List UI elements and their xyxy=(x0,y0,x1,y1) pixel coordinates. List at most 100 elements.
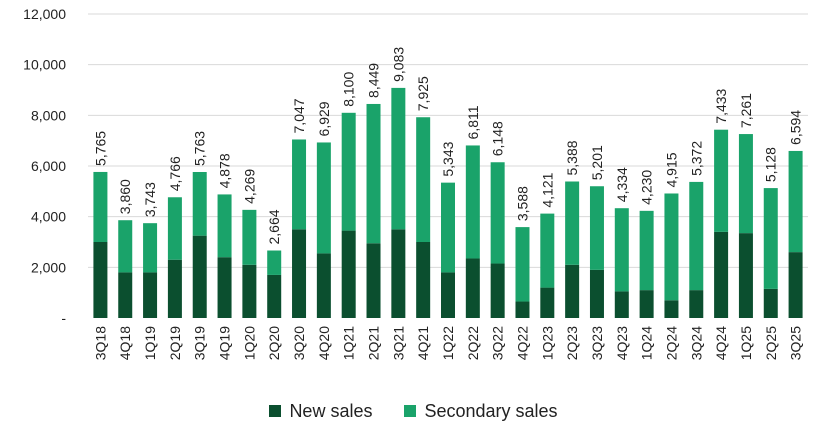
total-value-label: 3,860 xyxy=(117,179,133,214)
bar-secondary-sales xyxy=(93,171,108,242)
bar-secondary-sales xyxy=(589,186,604,270)
x-tick-label: 3Q25 xyxy=(788,326,804,360)
total-value-label: 7,047 xyxy=(291,98,307,133)
bar-new-sales xyxy=(465,258,480,318)
bar-secondary-sales xyxy=(441,182,455,273)
total-value-label: 5,765 xyxy=(92,131,108,166)
bar-secondary-sales xyxy=(788,150,803,253)
legend-label-new-sales: New sales xyxy=(289,400,373,421)
total-value-label: 4,915 xyxy=(663,152,679,187)
y-tick-label: 12,000 xyxy=(23,6,66,22)
bar-new-sales xyxy=(589,269,604,318)
bar-secondary-sales xyxy=(515,227,530,302)
bar-secondary-sales xyxy=(540,213,555,288)
bar-secondary-sales xyxy=(192,172,207,236)
bar-new-sales xyxy=(441,272,455,318)
x-tick-label: 2Q19 xyxy=(167,326,183,360)
bar-new-sales xyxy=(689,290,704,318)
total-value-label: 4,334 xyxy=(614,167,630,202)
bar-new-sales xyxy=(664,300,679,318)
bar-secondary-sales xyxy=(118,220,133,273)
total-value-label: 7,925 xyxy=(415,76,431,111)
bar-new-sales xyxy=(242,264,257,318)
bar-new-sales xyxy=(292,229,307,318)
total-value-label: 6,929 xyxy=(316,101,332,136)
x-tick-label: 2Q25 xyxy=(763,326,779,360)
x-tick-label: 4Q18 xyxy=(117,326,133,360)
x-tick-label: 2Q22 xyxy=(465,326,481,360)
x-tick-label: 3Q19 xyxy=(192,326,208,360)
bar-new-sales xyxy=(391,229,406,318)
legend-swatch-secondary-sales xyxy=(404,405,417,417)
y-axis-tick-labels: - 2,000 4,000 6,000 8,000 10,000 12,000 xyxy=(23,6,66,326)
bar-new-sales xyxy=(490,263,505,318)
total-value-label: 5,388 xyxy=(564,140,580,175)
total-value-label: 5,201 xyxy=(589,145,605,180)
bar-new-sales xyxy=(738,233,753,318)
x-tick-label: 3Q21 xyxy=(390,326,406,360)
bar-new-sales xyxy=(515,301,530,318)
bar-new-sales xyxy=(143,272,158,318)
x-tick-label: 3Q18 xyxy=(92,326,108,360)
bar-secondary-sales xyxy=(292,139,307,230)
x-tick-label: 1Q20 xyxy=(241,326,257,360)
x-tick-label: 2Q23 xyxy=(564,326,580,360)
bar-secondary-sales xyxy=(416,117,431,242)
x-tick-label: 3Q24 xyxy=(688,326,704,360)
legend-item-secondary-sales: Secondary sales xyxy=(404,401,558,422)
x-tick-label: 2Q21 xyxy=(366,326,382,360)
total-value-labels: 5,765 3,860 3,743 4,766 5,763 4,878 4,269 2,664… xyxy=(92,47,803,245)
x-tick-label: 4Q21 xyxy=(415,326,431,360)
x-tick-label: 1Q21 xyxy=(341,326,357,360)
bar-secondary-sales xyxy=(143,223,158,273)
x-tick-label: 2Q20 xyxy=(266,326,282,360)
total-value-label: 7,433 xyxy=(713,88,729,123)
total-value-label: 4,878 xyxy=(217,153,233,188)
x-tick-label: 3Q23 xyxy=(589,326,605,360)
bar-new-sales xyxy=(267,274,282,318)
total-value-label: 7,261 xyxy=(738,93,754,128)
bar-secondary-sales xyxy=(763,188,778,289)
bar-secondary-sales xyxy=(639,210,654,291)
bar-secondary-sales xyxy=(341,112,356,231)
bar-secondary-sales xyxy=(242,209,257,265)
bar-new-sales xyxy=(93,242,108,318)
bar-secondary-sales xyxy=(316,142,331,254)
bar-secondary-sales xyxy=(565,181,580,265)
total-value-label: 4,121 xyxy=(539,172,555,207)
x-tick-label: 1Q24 xyxy=(639,326,655,360)
bars xyxy=(93,87,803,318)
total-value-label: 4,269 xyxy=(241,169,257,204)
bar-new-sales xyxy=(217,257,232,318)
y-tick-label: 6,000 xyxy=(31,158,66,174)
bar-new-sales xyxy=(540,287,555,318)
x-tick-label: 3Q20 xyxy=(291,326,307,360)
total-value-label: 5,372 xyxy=(688,141,704,176)
total-value-label: 5,343 xyxy=(440,141,456,176)
bar-secondary-sales xyxy=(366,103,381,244)
total-value-label: 5,128 xyxy=(763,147,779,182)
total-value-label: 5,763 xyxy=(192,131,208,166)
bar-secondary-sales xyxy=(267,250,282,275)
x-tick-label: 3Q22 xyxy=(490,326,506,360)
x-tick-label: 1Q25 xyxy=(738,326,754,360)
total-value-label: 8,100 xyxy=(341,72,357,107)
bar-new-sales xyxy=(416,242,431,318)
bar-secondary-sales xyxy=(689,181,704,291)
gridlines xyxy=(88,13,808,268)
total-value-label: 2,664 xyxy=(266,209,282,244)
x-tick-label: 4Q24 xyxy=(713,326,729,360)
x-axis-tick-labels: 3Q18 4Q18 1Q19 2Q19 3Q19 4Q19 1Q20 2Q20 3Q20 4Q20… xyxy=(92,326,803,360)
bar-new-sales xyxy=(565,264,580,318)
bar-new-sales xyxy=(341,230,356,318)
x-tick-label: 4Q20 xyxy=(316,326,332,360)
y-tick-label: 10,000 xyxy=(23,57,66,73)
y-tick-label: 4,000 xyxy=(31,209,66,225)
x-tick-label: 4Q19 xyxy=(217,326,233,360)
bar-secondary-sales xyxy=(490,162,505,264)
y-tick-label: 8,000 xyxy=(31,107,66,123)
x-tick-label: 1Q19 xyxy=(142,326,158,360)
legend-item-new-sales: New sales xyxy=(269,401,372,422)
total-value-label: 8,449 xyxy=(366,63,382,98)
x-tick-label: 4Q22 xyxy=(514,326,530,360)
